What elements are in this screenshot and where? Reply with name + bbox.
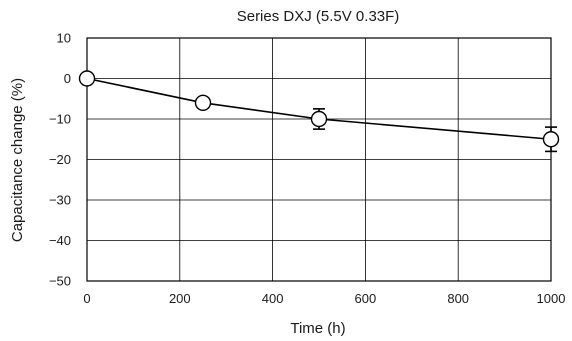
data-point — [194, 94, 212, 112]
y-tick-label: −30 — [49, 193, 71, 208]
data-point — [542, 131, 560, 148]
y-tick-label: −10 — [49, 112, 71, 127]
x-tick-label: 0 — [83, 291, 90, 306]
y-tick-label: 10 — [57, 31, 71, 46]
y-tick-label: −40 — [49, 233, 71, 248]
y-axis-label: Capacitance change (%) — [9, 78, 26, 242]
x-axis-label: Time (h) — [290, 320, 345, 337]
y-tick-label: −50 — [49, 274, 71, 289]
grid — [87, 38, 551, 281]
x-axis-ticks: 0 200 400 600 800 1000 — [83, 291, 565, 306]
x-tick-label: 1000 — [537, 291, 566, 306]
y-axis-ticks: 10 0 −10 −20 −30 −40 −50 — [49, 31, 71, 289]
data-point — [310, 110, 328, 128]
series — [78, 70, 560, 153]
y-tick-label: −20 — [49, 152, 71, 167]
x-tick-label: 600 — [355, 291, 377, 306]
plot-frame — [86, 37, 552, 282]
x-tick-label: 800 — [447, 291, 469, 306]
x-tick-label: 400 — [262, 291, 284, 306]
x-tick-label: 200 — [169, 291, 191, 306]
y-tick-label: 0 — [64, 71, 71, 86]
data-point — [78, 70, 96, 87]
chart-title: Series DXJ (5.5V 0.33F) — [237, 8, 400, 25]
series-line — [86, 77, 552, 141]
